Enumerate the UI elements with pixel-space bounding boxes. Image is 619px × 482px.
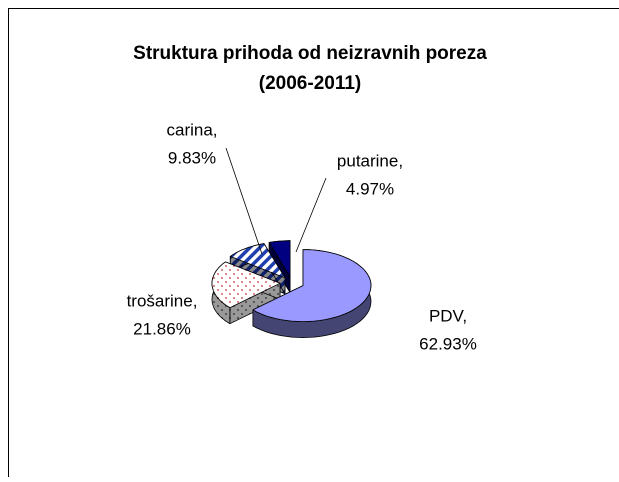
chart-subtitle: (2006-2011) <box>259 73 361 94</box>
data-label-name: carina, <box>166 120 217 139</box>
data-label-value: 62.93% <box>419 334 477 353</box>
data-label-name: putarine, <box>337 151 403 170</box>
data-label-value: 21.86% <box>133 319 191 338</box>
data-label-value: 4.97% <box>346 179 394 198</box>
data-label-name: PDV, <box>429 306 467 325</box>
data-label-name: trošarine, <box>127 291 198 310</box>
chart-title: Struktura prihoda od neizravnih poreza <box>133 43 487 64</box>
data-label-value: 9.83% <box>168 148 216 167</box>
